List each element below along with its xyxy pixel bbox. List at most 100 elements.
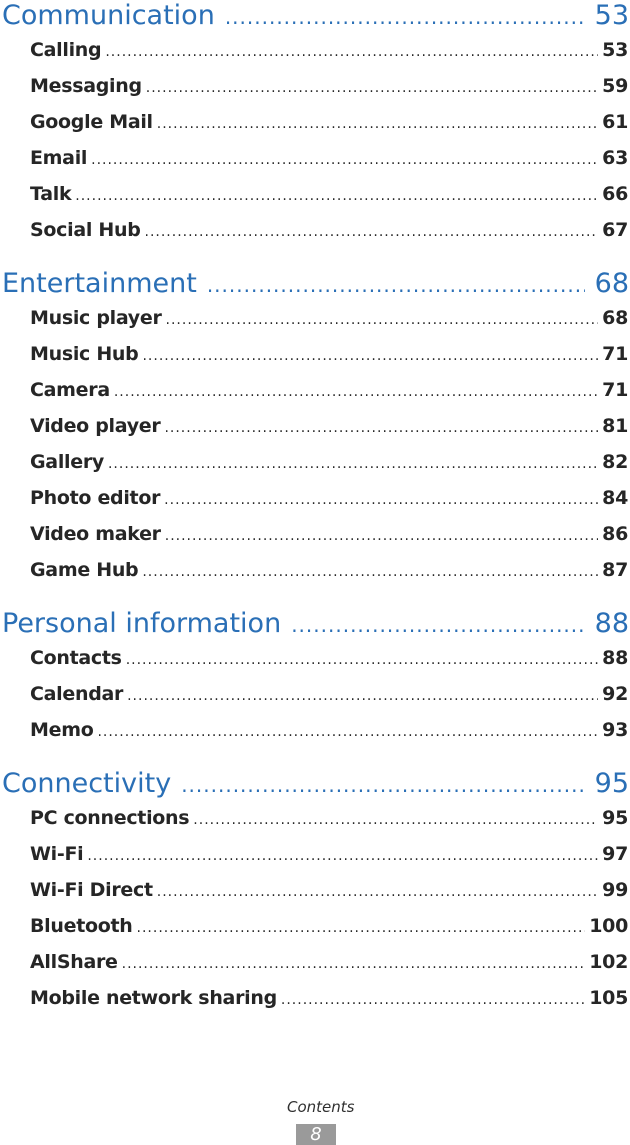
entry-title: Calling — [30, 39, 102, 61]
entry-title: Gallery — [30, 451, 104, 473]
toc-section-heading[interactable]: Personal information 88 — [0, 608, 630, 640]
toc-entry[interactable]: Contacts 88 — [0, 640, 630, 676]
dot-leader — [126, 642, 598, 676]
toc-entry[interactable]: Music player 68 — [0, 300, 630, 336]
dot-leader — [207, 269, 585, 300]
entry-title: Music Hub — [30, 343, 139, 365]
entry-title: AllShare — [30, 951, 118, 973]
toc-entry-list: Calling 53 Messaging 59 Google Mail 61 Email 63… — [0, 32, 630, 248]
entry-page-number: 61 — [602, 111, 628, 133]
dot-leader — [145, 214, 599, 248]
toc-entry[interactable]: Social Hub 67 — [0, 212, 630, 248]
entry-title: Mobile network sharing — [30, 987, 277, 1009]
toc-section: Communication 53 Calling 53 Messaging 59 Googl… — [0, 0, 630, 248]
footer-label: Contents — [287, 1098, 355, 1116]
dot-leader — [122, 946, 586, 980]
dot-leader — [114, 374, 598, 408]
entry-title: Email — [30, 147, 88, 169]
entry-page-number: 86 — [602, 523, 628, 545]
entry-page-number: 82 — [602, 451, 628, 473]
toc-section-heading[interactable]: Entertainment 68 — [0, 268, 630, 300]
entry-title: Contacts — [30, 647, 122, 669]
toc-entry[interactable]: Video player 81 — [0, 408, 630, 444]
dot-leader — [164, 482, 598, 516]
entry-title: Wi-Fi — [30, 843, 84, 865]
table-of-contents: Communication 53 Calling 53 Messaging 59 Googl… — [0, 0, 630, 1036]
page-number-badge: 8 — [296, 1124, 336, 1145]
toc-section: Personal information 88 Contacts 88 Calendar… — [0, 608, 630, 748]
dot-leader — [225, 1, 585, 32]
dot-leader — [142, 338, 598, 372]
dot-leader — [127, 678, 598, 712]
toc-entry[interactable]: Bluetooth 100 — [0, 908, 630, 944]
toc-section: Connectivity95PC connections95Wi-Fi97Wi-… — [0, 768, 630, 1016]
entry-title: Video maker — [30, 523, 161, 545]
dot-leader — [87, 838, 598, 872]
dot-leader — [291, 609, 584, 640]
toc-entry[interactable]: Gallery 82 — [0, 444, 630, 480]
dot-leader — [142, 554, 598, 588]
dot-leader — [166, 302, 599, 336]
toc-entry[interactable]: Calling 53 — [0, 32, 630, 68]
entry-title: Bluetooth — [30, 915, 133, 937]
toc-entry[interactable]: Wi-Fi Direct 99 — [0, 872, 630, 908]
toc-entry[interactable]: Wi-Fi 97 — [0, 836, 630, 872]
entry-title: Wi-Fi Direct — [30, 879, 153, 901]
entry-page-number: 92 — [602, 683, 628, 705]
dot-leader — [157, 874, 598, 908]
toc-entry[interactable]: Video maker 86 — [0, 516, 630, 552]
entry-page-number: 71 — [602, 343, 628, 365]
entry-page-number: 88 — [602, 647, 628, 669]
toc-entry[interactable]: Music Hub 71 — [0, 336, 630, 372]
section-page-number: 95 — [594, 768, 629, 799]
toc-entry-list: PC connections 95 Wi-Fi 97 Wi-Fi Direct 99 Blu… — [0, 800, 630, 1016]
entry-title: Google Mail — [30, 111, 153, 133]
entry-page-number: 100 — [589, 915, 628, 937]
dot-leader — [193, 802, 598, 836]
toc-entry[interactable]: PC connections 95 — [0, 800, 630, 836]
toc-entry[interactable]: Camera 71 — [0, 372, 630, 408]
dot-leader — [164, 410, 598, 444]
toc-entry[interactable]: AllShare 102 — [0, 944, 630, 980]
toc-entry[interactable]: Calendar 92 — [0, 676, 630, 712]
entry-title: Photo editor — [30, 487, 161, 509]
toc-entry[interactable]: Email 63 — [0, 140, 630, 176]
entry-page-number: 97 — [602, 843, 628, 865]
toc-entry[interactable]: Google Mail 61 — [0, 104, 630, 140]
section-page-number: 88 — [594, 608, 629, 639]
section-page-number: 68 — [594, 268, 629, 299]
entry-page-number: 84 — [602, 487, 628, 509]
entry-title: Calendar — [30, 683, 124, 705]
entry-page-number: 93 — [602, 719, 628, 741]
dot-leader — [97, 714, 598, 748]
entry-page-number: 53 — [602, 39, 628, 61]
toc-section-heading[interactable]: Connectivity 95 — [0, 768, 630, 800]
entry-page-number: 102 — [589, 951, 628, 973]
entry-title: Social Hub — [30, 219, 141, 241]
dot-leader — [91, 142, 598, 176]
toc-entry[interactable]: Messaging 59 — [0, 68, 630, 104]
toc-section-heading[interactable]: Communication 53 — [0, 0, 630, 32]
toc-entry[interactable]: Mobile network sharing 105 — [0, 980, 630, 1016]
entry-title: Talk — [30, 183, 72, 205]
entry-page-number: 66 — [602, 183, 628, 205]
section-title: Entertainment — [2, 268, 197, 299]
entry-page-number: 71 — [602, 379, 628, 401]
toc-entry[interactable]: Game Hub 87 — [0, 552, 630, 588]
entry-page-number: 99 — [602, 879, 628, 901]
toc-section: Entertainment 68 Music player 68 Music Hub 71… — [0, 268, 630, 588]
dot-leader — [146, 70, 598, 104]
toc-entry[interactable]: Photo editor 84 — [0, 480, 630, 516]
toc-entry[interactable]: Talk 66 — [0, 176, 630, 212]
entry-title: Messaging — [30, 75, 142, 97]
entry-title: PC connections — [30, 807, 190, 829]
toc-entry-list: Music player 68 Music Hub 71 Camera 71 Video p… — [0, 300, 630, 588]
entry-page-number: 63 — [602, 147, 628, 169]
toc-entry[interactable]: Memo 93 — [0, 712, 630, 748]
dot-leader — [281, 982, 585, 1016]
entry-title: Game Hub — [30, 559, 139, 581]
entry-page-number: 105 — [589, 987, 628, 1009]
entry-page-number: 59 — [602, 75, 628, 97]
entry-page-number: 68 — [602, 307, 628, 329]
dot-leader — [137, 910, 586, 944]
